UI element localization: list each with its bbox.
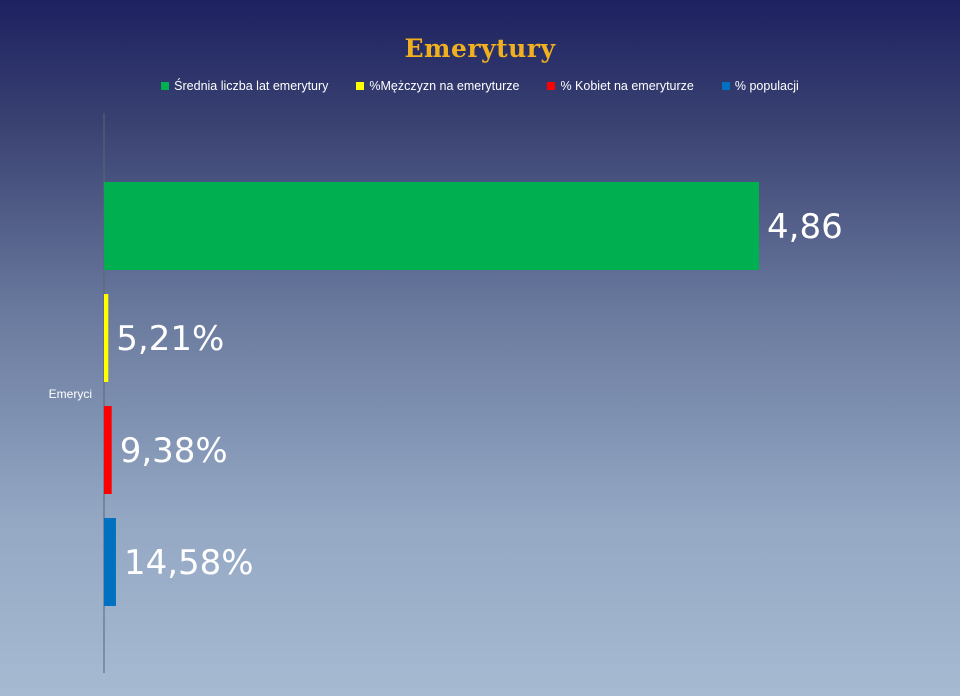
bar xyxy=(104,518,116,606)
legend-label: % populacji xyxy=(734,79,799,93)
bars-group: 4,86 5,21% 9,38% 14,58% xyxy=(104,182,843,606)
chart-title: Emerytury xyxy=(404,34,556,63)
legend-label: %Mężczyzn na emeryturze xyxy=(369,79,520,93)
data-label: 4,86 xyxy=(767,207,843,247)
legend-item-women-retired: % Kobiet na emeryturze xyxy=(547,79,694,93)
legend-item-population: % populacji xyxy=(721,79,799,93)
legend-item-men-retired: %Mężczyzn na emeryturze xyxy=(356,79,519,93)
bar xyxy=(104,294,109,382)
legend-swatch xyxy=(721,82,730,90)
legend-item-average-years: Średnia liczba lat emerytury xyxy=(161,79,328,93)
data-label: 5,21% xyxy=(116,319,224,359)
data-label: 14,58% xyxy=(124,543,254,583)
legend: Średnia liczba lat emerytury %Mężczyzn n… xyxy=(0,79,960,93)
legend-swatch xyxy=(547,82,556,90)
bar xyxy=(104,406,112,494)
legend-label: % Kobiet na emeryturze xyxy=(560,79,694,93)
legend-label: Średnia liczba lat emerytury xyxy=(174,79,329,93)
bar xyxy=(104,182,759,270)
legend-swatch xyxy=(161,82,170,90)
category-label: Emeryci xyxy=(49,387,92,401)
legend-swatch xyxy=(356,82,365,90)
data-label: 9,38% xyxy=(120,431,228,471)
